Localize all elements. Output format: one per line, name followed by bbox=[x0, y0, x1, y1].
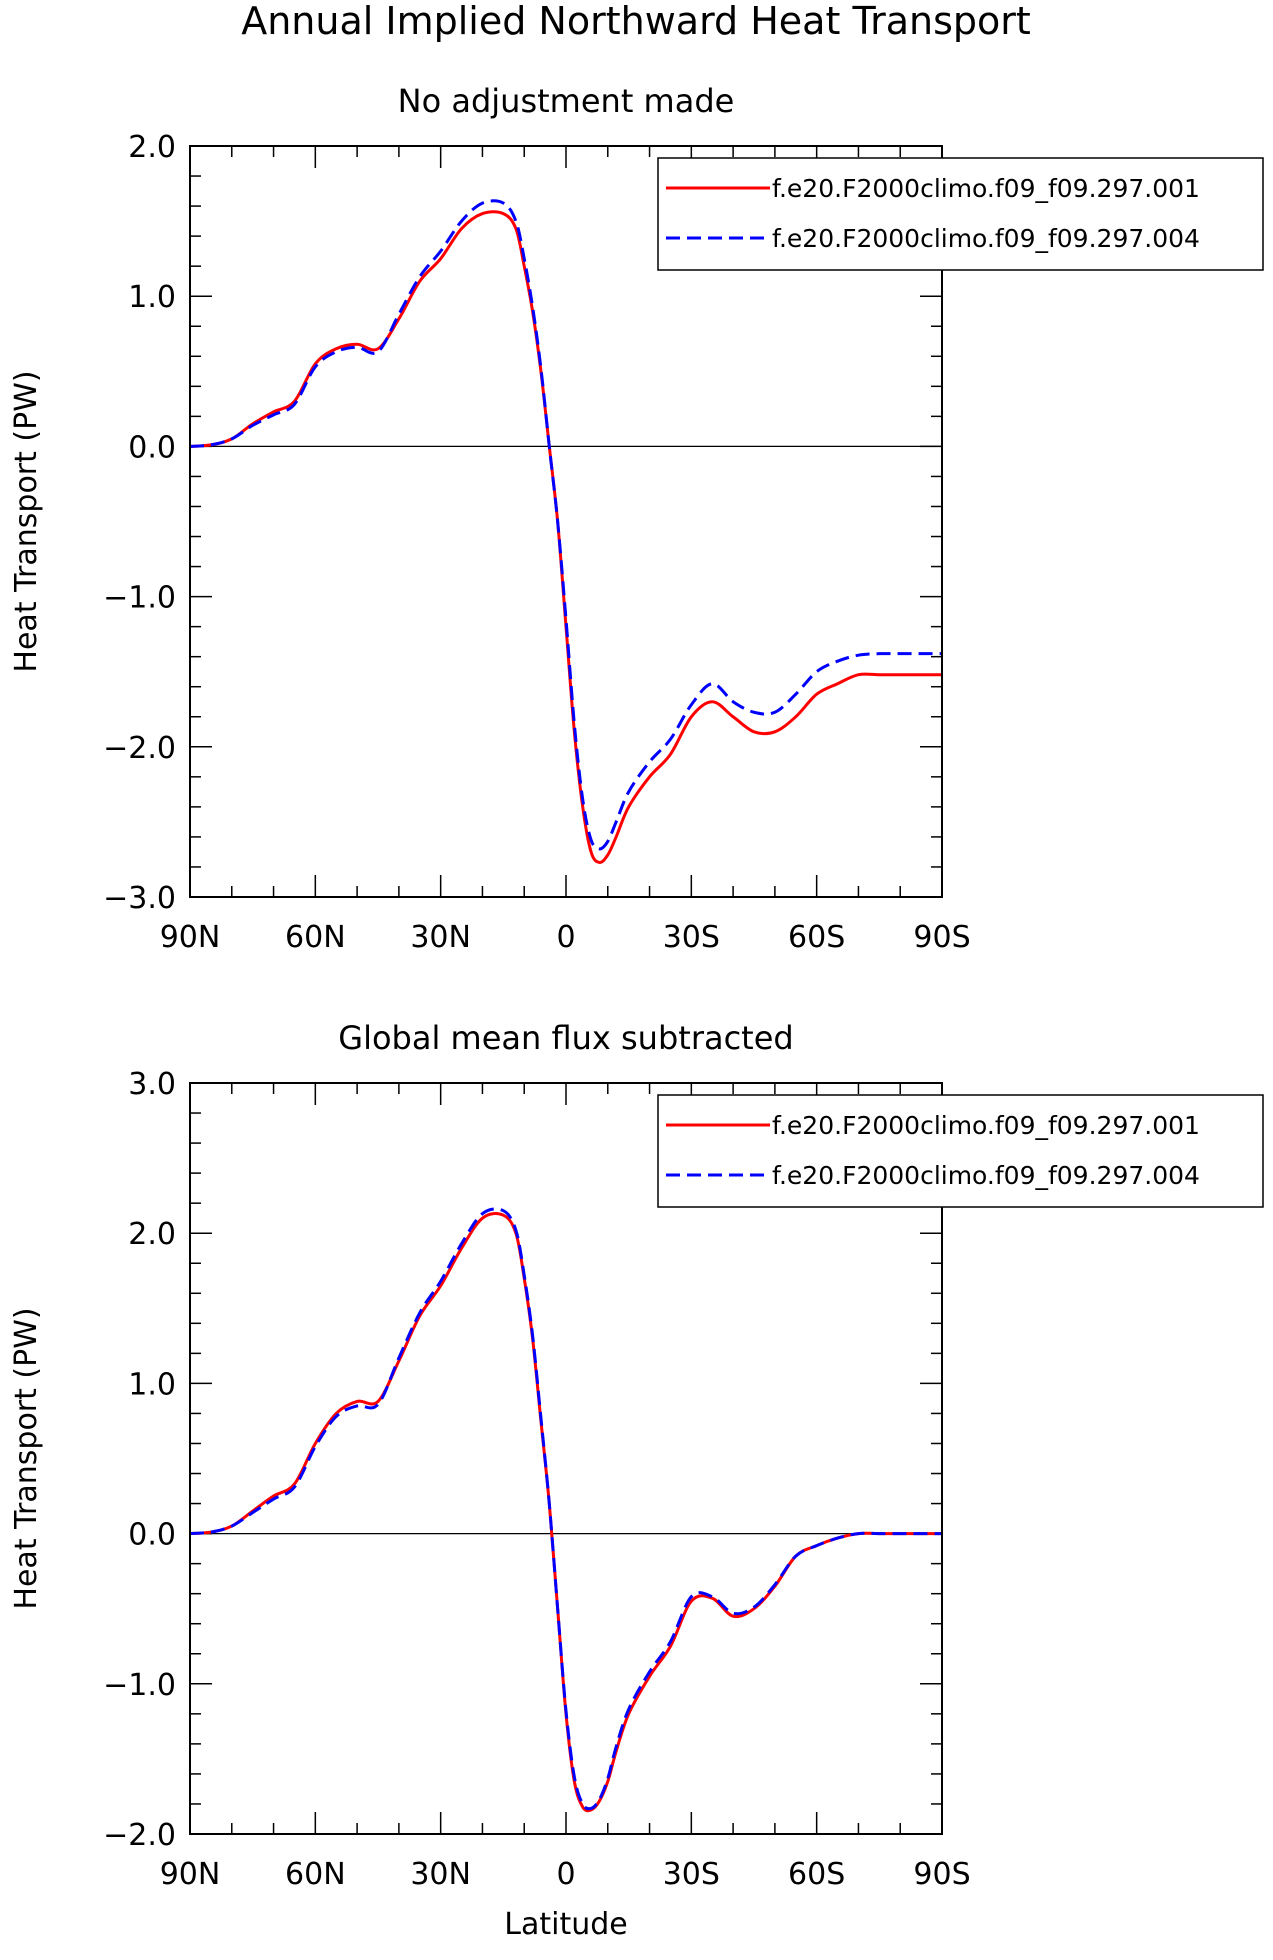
series-line-1 bbox=[189, 1212, 942, 1813]
plot-frame bbox=[189, 145, 943, 898]
x-tick-label: 30N bbox=[410, 920, 471, 955]
x-tick-label: 30S bbox=[663, 920, 720, 955]
x-tick-label: 60N bbox=[285, 920, 346, 955]
y-axis-label: Heat Transport (PW) bbox=[9, 1307, 44, 1609]
chart-no-adjustment: No adjustment made −3.0 −2.0 −1.0 0.0 1.0 2.0 9… bbox=[9, 82, 1264, 955]
y-tick-label: −2.0 bbox=[103, 731, 176, 766]
legend-entry-2: f.e20.F2000climo.f09_f09.297.004 bbox=[772, 1161, 1200, 1190]
legend-entry-2: f.e20.F2000climo.f09_f09.297.004 bbox=[772, 224, 1200, 253]
y-tick-label: 3.0 bbox=[128, 1067, 176, 1102]
y-tick-label: −2.0 bbox=[103, 1818, 176, 1853]
series-line-2 bbox=[189, 1207, 942, 1811]
y-tick-label: 1.0 bbox=[128, 280, 176, 315]
x-tick-label: 60S bbox=[788, 1857, 845, 1892]
x-tick-label: 60S bbox=[788, 920, 845, 955]
plot-frame bbox=[189, 1082, 943, 1835]
series-line-2 bbox=[189, 199, 942, 851]
y-tick-label: 0.0 bbox=[128, 1518, 176, 1553]
y-tick-label: 0.0 bbox=[128, 430, 176, 465]
y-axis-label: Heat Transport (PW) bbox=[9, 370, 44, 672]
y-tick-label: −1.0 bbox=[103, 581, 176, 616]
x-tick-label: 60N bbox=[285, 1857, 346, 1892]
x-tick-label: 90N bbox=[160, 1857, 221, 1892]
series-line-1 bbox=[189, 210, 942, 864]
legend-entry-1: f.e20.F2000climo.f09_f09.297.001 bbox=[772, 1111, 1200, 1140]
x-tick-label: 90S bbox=[913, 1857, 970, 1892]
chart-global-mean-subtracted: Global mean flux subtracted −2.0 −1.0 0.0 1.… bbox=[9, 1019, 1264, 1942]
y-tick-label: −1.0 bbox=[103, 1668, 176, 1703]
subplot-title: No adjustment made bbox=[398, 82, 735, 120]
x-tick-label: 30S bbox=[663, 1857, 720, 1892]
y-tick-label: −3.0 bbox=[103, 881, 176, 916]
legend-entry-1: f.e20.F2000climo.f09_f09.297.001 bbox=[772, 174, 1200, 203]
x-tick-label: 90S bbox=[913, 920, 970, 955]
y-tick-label: 2.0 bbox=[128, 1217, 176, 1252]
x-axis-label: Latitude bbox=[504, 1907, 627, 1942]
legend-box bbox=[657, 1094, 1264, 1208]
legend-box bbox=[657, 157, 1264, 271]
x-tick-label: 0 bbox=[556, 920, 575, 955]
subplot-title: Global mean flux subtracted bbox=[338, 1019, 793, 1057]
y-tick-label: 1.0 bbox=[128, 1367, 176, 1402]
x-tick-label: 30N bbox=[410, 1857, 471, 1892]
y-tick-label: 2.0 bbox=[128, 130, 176, 165]
figure-title: Annual Implied Northward Heat Transport bbox=[241, 0, 1031, 43]
x-tick-label: 0 bbox=[556, 1857, 575, 1892]
x-tick-label: 90N bbox=[160, 920, 221, 955]
